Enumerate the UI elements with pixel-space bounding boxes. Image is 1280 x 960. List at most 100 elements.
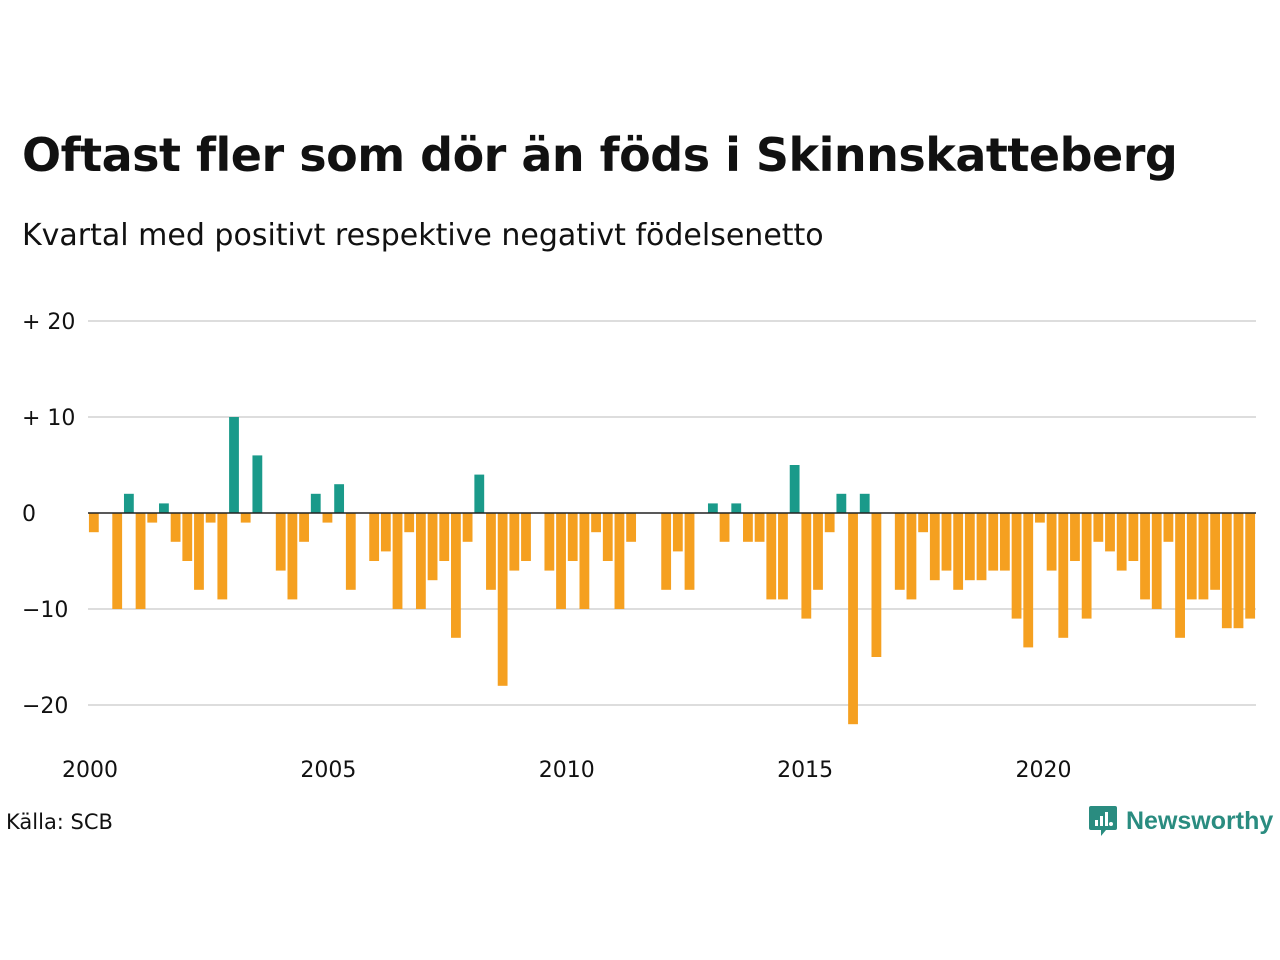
bar [591,513,601,533]
bar [1058,513,1069,638]
bar [766,513,777,600]
x-axis-ticks: 2000 2005 2010 2015 2020 [62,758,1071,783]
bar [1175,513,1185,638]
bar [486,513,496,590]
bar [217,513,228,600]
bar [1011,513,1022,619]
bar [1093,513,1104,542]
newsworthy-logo-icon [1089,806,1117,836]
bar [1210,513,1221,590]
bar [602,513,613,561]
bar [672,513,683,552]
bar [392,513,403,609]
y-axis-ticks: + 20 + 10 0 −10 −20 [22,310,75,719]
bar [135,513,146,609]
bar [719,513,730,542]
bar [509,513,520,571]
x-tick-label: 2015 [777,758,833,783]
bar [1105,513,1115,552]
bar [229,417,239,513]
bar [1198,513,1209,600]
bar [1046,513,1057,571]
bar [299,513,309,542]
bar [159,503,169,513]
x-tick-label: 2005 [300,758,356,783]
source-note: Källa: SCB [6,810,113,834]
bar [731,503,742,513]
bar [661,513,672,590]
bar [859,493,870,513]
bar [743,513,753,542]
bar [345,513,356,590]
x-tick-label: 2020 [1015,758,1071,783]
bar [567,513,578,561]
bar [451,513,461,638]
bar [1116,513,1127,571]
bar [894,513,905,590]
bar [906,513,917,600]
bar [474,474,485,513]
bar [310,493,321,513]
bar [1023,513,1034,648]
brand-logo: Newsworthy [1088,804,1273,838]
bar [462,513,473,542]
bar [404,513,415,533]
bar [1035,513,1045,523]
bar-chart: + 20 + 10 0 −10 −20 2000 2005 2010 2015 2020 [22,310,1256,783]
bar [836,493,847,513]
bar [415,513,426,609]
bar [147,513,158,523]
bar [1070,513,1080,561]
chart-title: Oftast fler som dör än föds i Skinnskatt… [22,128,1178,182]
bar [1140,513,1150,600]
bar [1186,513,1197,600]
bar [801,513,812,619]
bar [205,513,216,523]
bar [929,513,940,581]
y-tick-label: −10 [22,598,68,623]
bar [813,513,823,590]
y-tick-label: + 10 [22,406,75,431]
bar [1128,513,1139,561]
y-tick-label: 0 [22,502,36,527]
x-tick-label: 2010 [539,758,595,783]
bar [789,465,800,513]
gridlines [88,320,1256,706]
bar [848,513,858,725]
bar [1221,513,1232,629]
bar [988,513,999,571]
bar [497,513,508,686]
bar [287,513,298,600]
bar [684,513,695,590]
bar [941,513,952,571]
bar [88,513,99,533]
bar [544,513,555,571]
bar [240,513,251,523]
bar [579,513,590,609]
bars [88,417,1256,725]
bar [918,513,929,533]
bar [334,484,345,513]
y-tick-label: −20 [22,694,68,719]
bar [1081,513,1092,619]
bar [556,513,566,609]
chart-subtitle: Kvartal med positivt respektive negativt… [22,218,824,253]
brand-name: Newsworthy [1126,806,1274,835]
bar [824,513,835,533]
bar [369,513,380,561]
bar [871,513,882,657]
bar [1163,513,1174,542]
bar [964,513,975,581]
x-tick-label: 2000 [62,758,118,783]
bar [439,513,450,561]
bar [521,513,531,561]
bar [1245,513,1256,619]
bar [614,513,625,609]
bar [182,513,193,561]
bar [754,513,765,542]
bar [976,513,987,581]
bar [1233,513,1244,629]
bar [999,513,1010,571]
bar [275,513,286,571]
bar [170,513,181,542]
